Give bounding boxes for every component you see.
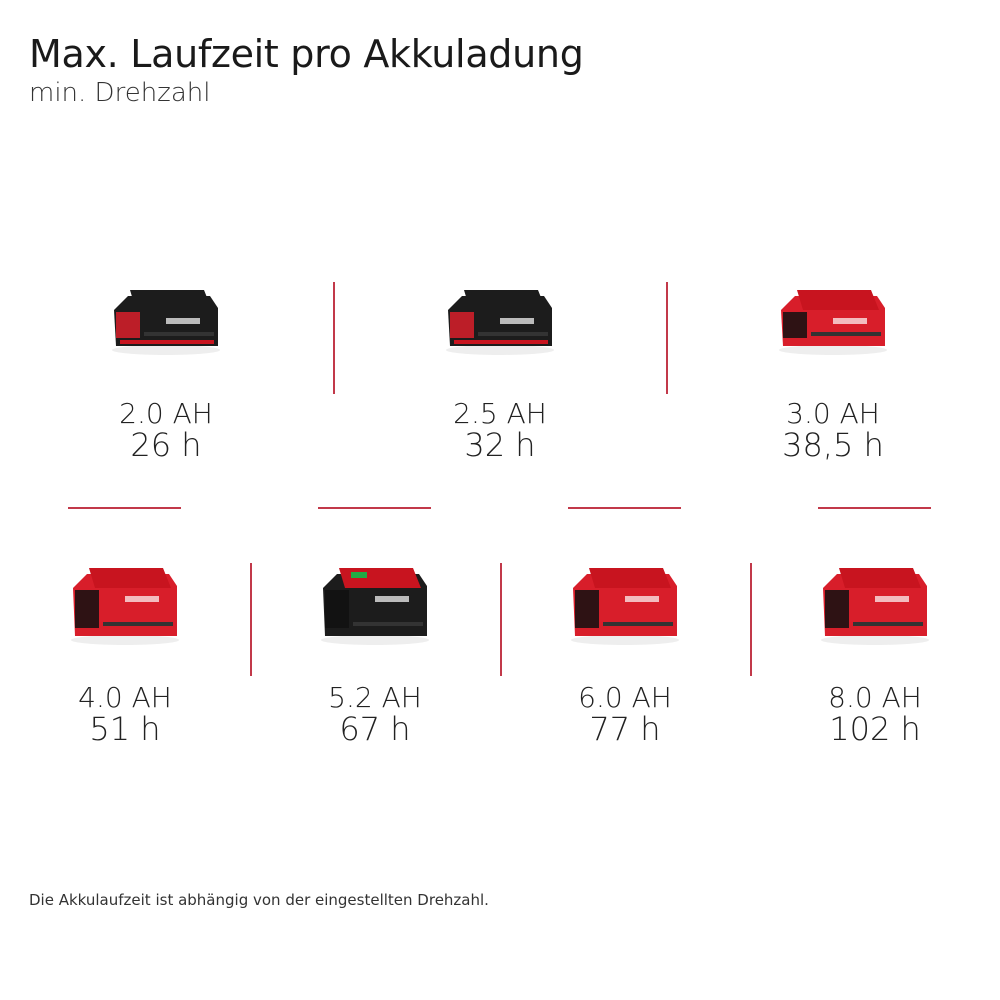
battery-item: 5.2 AH 67 h xyxy=(255,560,495,746)
battery-capacity: 2.5 AH xyxy=(453,397,547,430)
battery-runtime: 26 h xyxy=(130,426,202,464)
battery-image xyxy=(571,568,679,645)
battery-runtime: 51 h xyxy=(89,710,161,748)
divider xyxy=(250,563,252,676)
battery-capacity: 3.0 AH xyxy=(786,397,880,430)
battery-item: 4.0 AH 51 h xyxy=(5,560,245,746)
battery-item: 6.0 AH 77 h xyxy=(505,560,745,746)
divider xyxy=(750,563,752,676)
battery-item: 3.0 AH 38,5 h xyxy=(713,278,953,462)
battery-runtime: 102 h xyxy=(829,710,921,748)
battery-capacity: 4.0 AH xyxy=(78,681,172,714)
divider xyxy=(68,507,181,509)
page-title: Max. Laufzeit pro Akkuladung xyxy=(29,32,584,76)
battery-capacity: 2.0 AH xyxy=(119,397,213,430)
battery-image xyxy=(779,290,887,355)
battery-runtime: 77 h xyxy=(589,710,661,748)
battery-image xyxy=(321,568,429,645)
divider xyxy=(333,282,335,394)
divider xyxy=(666,282,668,394)
divider xyxy=(818,507,931,509)
footer-note: Die Akkulaufzeit ist abhängig von der ei… xyxy=(29,891,489,909)
battery-item: 8.0 AH 102 h xyxy=(755,560,995,746)
battery-item: 2.5 AH 32 h xyxy=(380,278,620,462)
divider xyxy=(318,507,431,509)
battery-image xyxy=(112,290,220,355)
battery-image xyxy=(821,568,929,645)
battery-capacity: 8.0 AH xyxy=(828,681,922,714)
battery-runtime: 38,5 h xyxy=(782,426,884,464)
page-subtitle: min. Drehzahl xyxy=(29,78,211,108)
battery-capacity: 6.0 AH xyxy=(578,681,672,714)
battery-runtime: 32 h xyxy=(464,426,536,464)
battery-image xyxy=(446,290,554,355)
battery-capacity: 5.2 AH xyxy=(328,681,422,714)
battery-image xyxy=(71,568,179,645)
divider xyxy=(568,507,681,509)
divider xyxy=(500,563,502,676)
battery-runtime: 67 h xyxy=(339,710,411,748)
battery-item: 2.0 AH 26 h xyxy=(46,278,286,462)
